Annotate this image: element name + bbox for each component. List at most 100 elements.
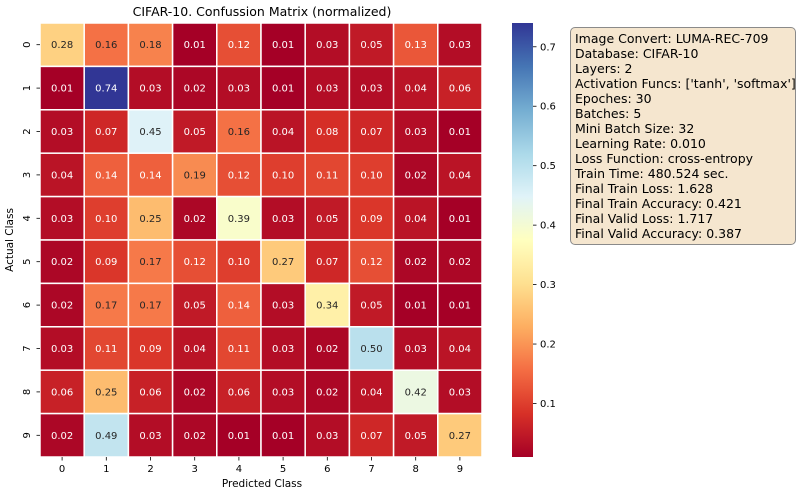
cell-label-r3-c1: 0.14	[95, 170, 117, 181]
colorbar-tick-label-5: 0.6	[540, 102, 556, 113]
x-tick-label-5: 5	[280, 464, 286, 475]
cell-label-r5-c7: 0.12	[360, 257, 382, 268]
cell-label-r6-c2: 0.17	[139, 301, 161, 312]
cell-label-r1-c8: 0.04	[405, 84, 427, 95]
x-tick-label-8: 8	[413, 464, 419, 475]
cell-r6-c4	[216, 282, 262, 328]
cell-label-r4-c8: 0.04	[405, 214, 427, 225]
y-tick-label-0: 0	[22, 42, 33, 48]
info-line: Final Train Accuracy: 0.421	[575, 196, 742, 211]
cell-label-r4-c4: 0.39	[228, 214, 250, 225]
cell-label-r1-c1: 0.74	[95, 84, 117, 95]
cell-r6-c8	[392, 282, 439, 328]
cell-r7-c4	[216, 326, 262, 371]
colorbar	[512, 23, 533, 457]
cell-r3-c7	[348, 152, 395, 198]
cell-r1-c1	[83, 65, 130, 111]
cell-label-r9-c7: 0.07	[360, 431, 382, 442]
cell-r0-c9	[437, 22, 483, 68]
cell-label-r3-c3: 0.19	[184, 170, 206, 181]
cell-label-r6-c7: 0.05	[360, 301, 382, 312]
x-tick-label-1: 1	[103, 464, 109, 475]
cell-label-r6-c0: 0.02	[51, 301, 73, 312]
cell-label-r3-c2: 0.14	[139, 170, 161, 181]
cell-label-r4-c0: 0.03	[51, 214, 73, 225]
cell-label-r0-c0: 0.28	[51, 40, 73, 51]
cell-r1-c0	[39, 65, 85, 111]
cell-label-r0-c2: 0.18	[139, 40, 161, 51]
cell-label-r6-c9: 0.01	[449, 301, 471, 312]
cell-r0-c5	[260, 22, 306, 68]
cell-r1-c8	[392, 65, 439, 111]
cell-label-r6-c8: 0.01	[405, 301, 427, 312]
cell-label-r5-c2: 0.17	[139, 257, 161, 268]
cell-label-r9-c4: 0.01	[228, 431, 250, 442]
cell-r8-c3	[171, 369, 218, 415]
cell-label-r8-c6: 0.02	[316, 387, 338, 398]
cell-label-r4-c6: 0.05	[316, 214, 338, 225]
cell-r8-c9	[437, 369, 483, 415]
colorbar-tick-label-1: 0.2	[540, 340, 556, 351]
x-tick-label-2: 2	[147, 464, 153, 475]
cell-label-r1-c9: 0.06	[449, 84, 471, 95]
x-tick-label-3: 3	[192, 464, 198, 475]
cell-r9-c3	[171, 412, 218, 458]
cell-label-r5-c8: 0.02	[405, 257, 427, 268]
cell-r9-c0	[39, 412, 85, 458]
cell-r6-c7	[348, 282, 395, 328]
cell-label-r0-c8: 0.13	[405, 40, 427, 51]
x-tick-label-7: 7	[368, 464, 374, 475]
y-tick-label-4: 4	[22, 215, 33, 221]
info-line: Layers: 2	[575, 61, 633, 76]
cell-label-r8-c2: 0.06	[139, 387, 161, 398]
cell-r1-c2	[127, 65, 174, 111]
x-tick-label-4: 4	[236, 464, 242, 475]
y-tick-label-1: 1	[22, 85, 33, 91]
cell-label-r0-c5: 0.01	[272, 40, 294, 51]
cell-label-r0-c3: 0.01	[184, 40, 206, 51]
y-tick-label-2: 2	[22, 128, 33, 134]
cell-r2-c0	[39, 109, 85, 154]
cell-r8-c7	[348, 369, 395, 415]
cell-label-r4-c2: 0.25	[139, 214, 161, 225]
cell-r8-c1	[83, 369, 130, 415]
cell-label-r5-c3: 0.12	[184, 257, 206, 268]
cell-label-r0-c1: 0.16	[95, 40, 117, 51]
cell-label-r6-c5: 0.03	[272, 301, 294, 312]
y-tick-label-9: 9	[22, 432, 33, 438]
cell-label-r7-c9: 0.04	[449, 344, 471, 355]
colorbar-tick-label-3: 0.4	[540, 221, 556, 232]
cell-label-r3-c7: 0.10	[360, 170, 382, 181]
y-tick-labels: 0 1 2 3 4 5 6 7 8 9	[22, 42, 40, 438]
y-tick-label-3: 3	[22, 172, 33, 178]
y-tick-label-8: 8	[22, 389, 33, 395]
cell-label-r6-c1: 0.17	[95, 301, 117, 312]
cell-r9-c1	[83, 412, 130, 458]
cell-label-r9-c1: 0.49	[95, 431, 117, 442]
cell-label-r2-c3: 0.05	[184, 127, 206, 138]
cell-label-r3-c4: 0.12	[228, 170, 250, 181]
info-line: Learning Rate: 0.010	[575, 136, 706, 151]
x-tick-label-9: 9	[457, 464, 463, 475]
colorbar-tick-label-4: 0.5	[540, 161, 556, 172]
cell-label-r7-c4: 0.11	[228, 344, 250, 355]
cell-label-r8-c5: 0.03	[272, 387, 294, 398]
cell-label-r9-c0: 0.02	[51, 431, 73, 442]
info-line: Epoches: 30	[575, 91, 652, 106]
cell-label-r2-c1: 0.07	[95, 127, 117, 138]
cell-r9-c9	[437, 412, 483, 458]
cell-r6-c5	[260, 282, 306, 328]
cell-label-r1-c4: 0.03	[228, 84, 250, 95]
info-line: Database: CIFAR-10	[575, 46, 699, 61]
cell-r2-c9	[437, 109, 483, 154]
cell-r4-c1	[83, 195, 130, 241]
cell-label-r3-c0: 0.04	[51, 170, 73, 181]
cell-label-r5-c5: 0.27	[272, 257, 294, 268]
cell-label-r4-c7: 0.09	[360, 214, 382, 225]
cell-r3-c9	[437, 152, 483, 198]
cell-r2-c6	[304, 109, 351, 154]
cell-label-r7-c1: 0.11	[95, 344, 117, 355]
cell-label-r0-c4: 0.12	[228, 40, 250, 51]
cell-r4-c9	[437, 195, 483, 241]
colorbar-tick-label-6: 0.7	[540, 42, 556, 53]
